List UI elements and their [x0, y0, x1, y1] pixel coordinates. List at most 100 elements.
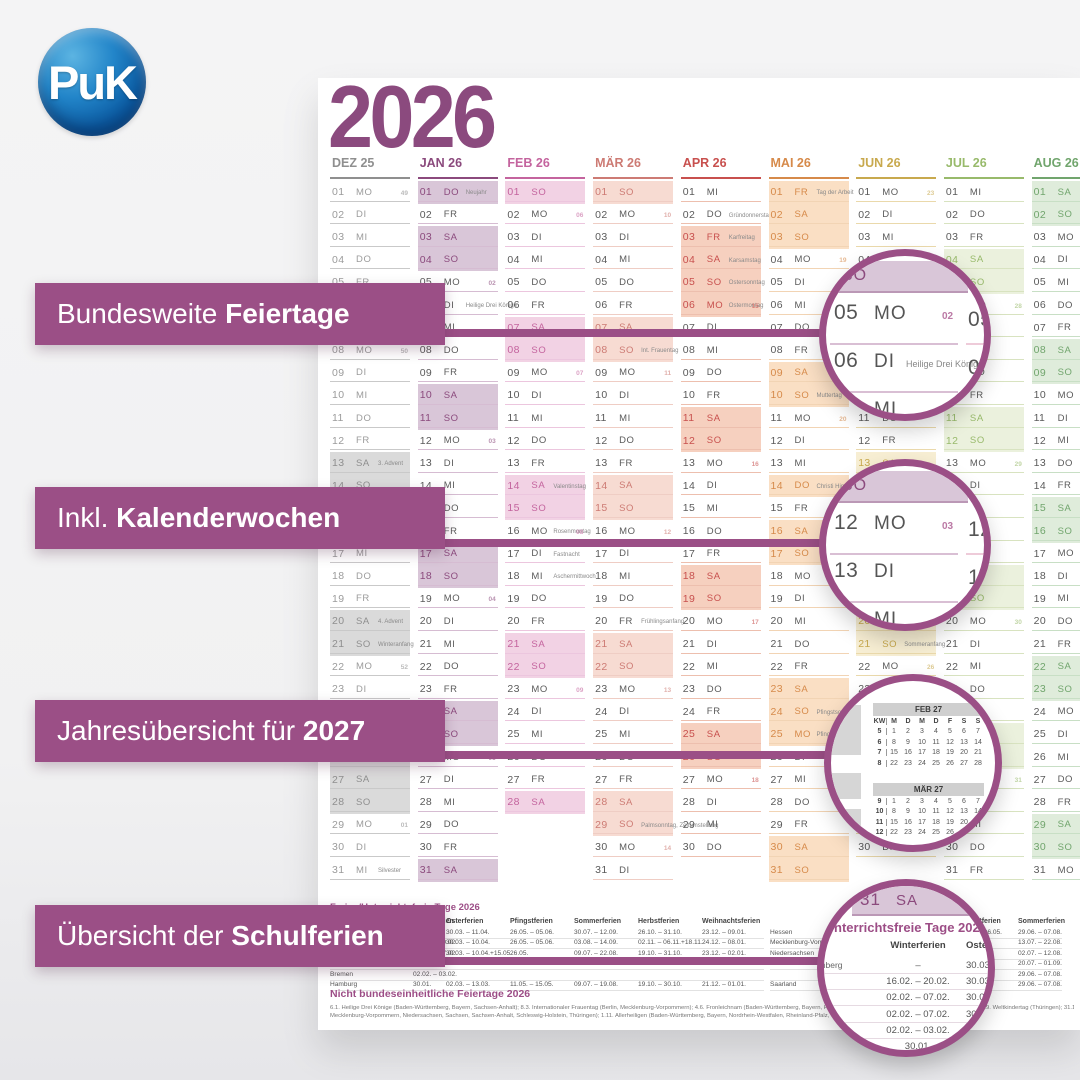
- day-weekday: SO: [882, 638, 898, 650]
- mini-day: 25: [932, 829, 940, 837]
- day-weekday: DO: [356, 254, 372, 266]
- day-row: 18 MI Aschermittwoch: [505, 565, 596, 588]
- day-weekday: SA: [443, 389, 458, 401]
- day-note: Valentinstag: [553, 483, 586, 490]
- day-row-line: [768, 652, 849, 654]
- calendar-week-number: 30: [1014, 618, 1022, 626]
- day-weekday: MO: [619, 841, 636, 853]
- day-row: 21 MI: [417, 633, 498, 656]
- day-number: 22: [945, 660, 959, 673]
- mini-day: 6: [962, 797, 966, 805]
- day-row-line: [593, 765, 674, 767]
- day-row-line: [1031, 855, 1080, 857]
- day-row-line: [768, 313, 849, 315]
- day-weekday: SO: [531, 344, 547, 356]
- calendar-week-number: 11: [664, 370, 672, 378]
- day-note: Gründonnerstag: [728, 212, 773, 219]
- day-weekday: DO: [619, 435, 635, 447]
- day-row-line: [1031, 878, 1080, 880]
- day-weekday: DI: [356, 367, 367, 379]
- day-row: 13 MO 29: [943, 452, 1024, 475]
- mini-day: 17: [918, 818, 926, 826]
- day-row: 03 FR: [943, 226, 1024, 249]
- day-row: 03 MI: [330, 226, 410, 249]
- ferien-row-line: [330, 990, 764, 991]
- day-weekday: DI: [443, 774, 455, 786]
- ferien-dates: 19.10. – 30.10.: [638, 981, 682, 988]
- day-row: 20 DO: [1031, 610, 1080, 633]
- day-row: 13 DO: [1031, 452, 1080, 475]
- day-row: 13 DI: [417, 452, 498, 475]
- day-weekday: MO: [619, 209, 636, 221]
- day-weekday: SA: [443, 231, 458, 243]
- day-number: 23: [595, 683, 608, 696]
- day-number: 09: [595, 366, 608, 379]
- day-weekday: SA: [794, 525, 809, 537]
- day-row: 14 SA: [593, 474, 674, 498]
- day-row-line: [680, 268, 761, 270]
- mini-day: 26: [946, 829, 954, 837]
- day-weekday: SO: [1057, 841, 1073, 853]
- day-row-line: [593, 516, 674, 518]
- magnified-winterferien-dates: 02.02. – 07.02.: [886, 1008, 950, 1020]
- banner-feiertage: Bundesweite Feiertage: [35, 283, 445, 345]
- day-weekday: MO: [356, 344, 373, 356]
- magnified-osterferien-dates: 23.03. – 07.04.: [966, 1024, 993, 1036]
- month-header-underline: [943, 177, 1024, 180]
- day-weekday: MI: [531, 412, 544, 424]
- month-column: JAN 26 01 DO Neujahr 02 FR 03 SA 04 SO 05 MO 02 06 DI H…: [417, 78, 517, 1030]
- connector-line-kalenderwochen: [440, 539, 910, 547]
- day-row: 10MO33: [1031, 384, 1080, 407]
- day-weekday: DI: [531, 389, 543, 401]
- day-row-line: [505, 245, 586, 247]
- day-weekday: FR: [443, 209, 458, 221]
- day-row-line: [768, 403, 849, 405]
- day-weekday: SO: [619, 502, 635, 514]
- day-number: 08: [507, 344, 520, 357]
- day-row: 21 SO Sommeranfang: [856, 633, 945, 656]
- mini-day: 8: [892, 738, 896, 746]
- day-row-line: [593, 607, 674, 609]
- day-row: 17MO34: [1031, 543, 1080, 566]
- day-number: 12: [507, 434, 520, 447]
- day-number: 02: [419, 208, 433, 221]
- day-row: 15 MI: [680, 497, 761, 520]
- day-row: 28 SA: [505, 791, 586, 814]
- mini-day: 28: [974, 759, 982, 767]
- month-column: AUG 2601SA02SO03MO3204DI05MI06DO07FR08SA…: [1031, 78, 1080, 1030]
- day-row-line: [417, 358, 498, 360]
- day-row-line: [593, 584, 674, 586]
- day-row: 15 SO: [593, 497, 674, 520]
- day-row-line: [593, 426, 674, 428]
- day-row: 11 MO 20: [768, 407, 849, 430]
- mini-day: 2: [906, 728, 910, 736]
- day-row-line: [1031, 471, 1080, 473]
- mini-day: 15: [890, 818, 898, 826]
- day-number: 22: [507, 660, 520, 673]
- day-row: 17 DI Fastnacht: [505, 543, 586, 566]
- day-number: 30: [858, 841, 871, 854]
- month-header: APR 26: [682, 156, 727, 170]
- day-weekday: DI: [443, 615, 455, 627]
- day-number: 13: [332, 457, 345, 470]
- day-row-line: [1031, 200, 1080, 202]
- day-row-line: [943, 245, 1024, 247]
- day-row-line: [1031, 426, 1080, 428]
- day-row: 27 SA: [330, 768, 410, 792]
- day-row: 04 DO: [330, 249, 410, 272]
- day-row: 02 MO 10: [593, 204, 674, 227]
- day-row-line: [417, 788, 498, 790]
- day-row-line: [768, 562, 849, 564]
- mini-day: 28: [974, 829, 982, 837]
- mini-day: 13: [960, 738, 968, 746]
- day-number: 13: [682, 457, 696, 470]
- day-row: 23 MO 13: [593, 678, 674, 701]
- day-row: 24 FR: [680, 701, 761, 724]
- day-row: 31 MI Silvester: [330, 859, 410, 882]
- month-header-underline: [768, 177, 849, 180]
- day-number: 11: [945, 412, 958, 424]
- day-weekday: MO: [531, 367, 548, 379]
- calendar-week-number: 20: [839, 415, 847, 423]
- day-weekday: DI: [619, 389, 630, 401]
- day-row: 23 SA: [768, 678, 849, 701]
